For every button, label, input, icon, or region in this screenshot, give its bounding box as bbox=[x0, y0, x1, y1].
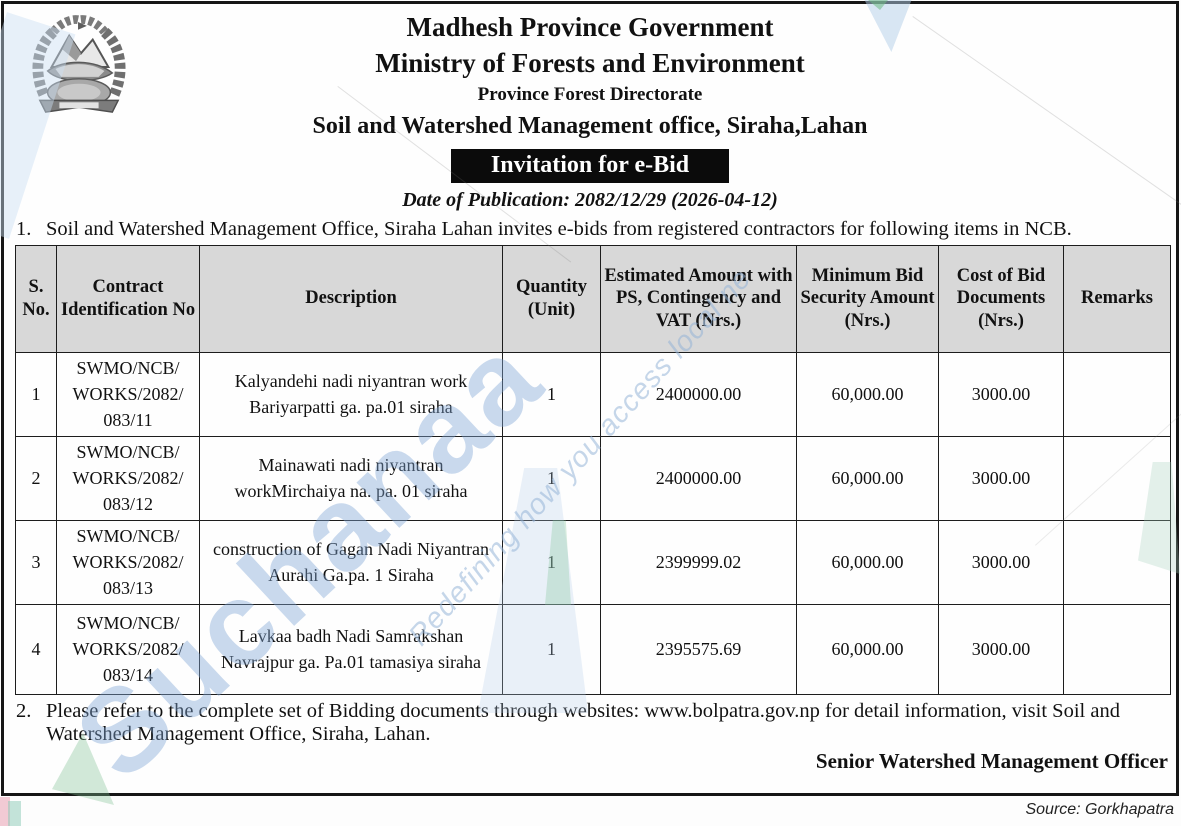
cell-remarks bbox=[1063, 435, 1171, 521]
invitation-banner: Invitation for e-Bid bbox=[450, 148, 730, 183]
source-credit: Source: Gorkhapatra bbox=[1025, 801, 1174, 818]
item-2-number: 2. bbox=[16, 699, 32, 722]
cell-sn: 4 bbox=[15, 603, 57, 695]
cell-estimated-amount: 2400000.00 bbox=[600, 351, 797, 437]
table-row: 4 SWMO/​NCB/​WORKS/​2082/​083/​14 Lavkaa… bbox=[15, 603, 1171, 695]
table-row: 3 SWMO/​NCB/​WORKS/​2082/​083/​13 constr… bbox=[15, 519, 1171, 605]
col-header-sn: S. No. bbox=[15, 244, 57, 353]
org-title-line1: Madhesh Province Government bbox=[406, 12, 774, 42]
cell-estimated-amount: 2399999.02 bbox=[600, 519, 797, 605]
nepal-government-emblem-icon bbox=[32, 14, 126, 113]
item-1-number: 1. bbox=[16, 217, 32, 240]
cell-quantity: 1 bbox=[502, 519, 601, 605]
table-row: 1 SWMO/​NCB/​WORKS/​2082/​083/​11 Kalyan… bbox=[15, 351, 1171, 437]
cell-contract-id: SWMO/​NCB/​WORKS/​2082/​083/​14 bbox=[56, 603, 200, 695]
cell-bid-security: 60,000.00 bbox=[796, 351, 939, 437]
col-header-quantity: Quantity (Unit) bbox=[502, 244, 601, 353]
item-1-text: Soil and Watershed Management Office, Si… bbox=[46, 217, 1072, 240]
notice-item-1: 1. Soil and Watershed Management Office,… bbox=[16, 217, 1164, 241]
cell-bid-doc-cost: 3000.00 bbox=[938, 519, 1064, 605]
notice-header: Madhesh Province Government Ministry of … bbox=[4, 4, 1176, 212]
cell-bid-security: 60,000.00 bbox=[796, 519, 939, 605]
notice-document-frame: Madhesh Province Government Ministry of … bbox=[1, 1, 1179, 796]
col-header-contract-id: Contract Identification No bbox=[56, 244, 200, 353]
signoff-title: Senior Watershed Management Officer bbox=[815, 748, 1168, 773]
cell-description: construction of Gagan Nadi Niyantran Aur… bbox=[199, 519, 503, 605]
col-header-bid-security: Minimum Bid Security Amount (Nrs.) bbox=[796, 244, 939, 353]
cell-bid-security: 60,000.00 bbox=[796, 435, 939, 521]
cell-estimated-amount: 2395575.69 bbox=[600, 603, 797, 695]
cell-remarks bbox=[1063, 603, 1171, 695]
office-title: Soil and Watershed Management office, Si… bbox=[312, 113, 868, 140]
table-header-row: S. No. Contract Identification No Descri… bbox=[15, 244, 1171, 353]
cell-quantity: 1 bbox=[502, 603, 601, 695]
col-header-description: Description bbox=[199, 244, 503, 353]
cell-quantity: 1 bbox=[502, 351, 601, 437]
notice-item-2: 2. Please refer to the complete set of B… bbox=[16, 700, 1166, 747]
decor-sliver-pink bbox=[0, 797, 10, 826]
col-header-remarks: Remarks bbox=[1063, 244, 1171, 353]
org-title-line3: Province Forest Directorate bbox=[477, 83, 703, 105]
cell-quantity: 1 bbox=[502, 435, 601, 521]
cell-contract-id: SWMO/​NCB/​WORKS/​2082/​083/​11 bbox=[56, 351, 200, 437]
decor-sliver-teal bbox=[8, 801, 21, 826]
col-header-estimated-amount: Estimated Amount with PS, Contingency an… bbox=[600, 244, 797, 353]
cell-description: Mainawati nadi niyantran workMirchaiya n… bbox=[199, 435, 503, 521]
org-title-line2: Ministry of Forests and Environment bbox=[375, 48, 805, 79]
table-row: 2 SWMO/​NCB/​WORKS/​2082/​083/​12 Mainaw… bbox=[15, 435, 1171, 521]
cell-bid-doc-cost: 3000.00 bbox=[938, 351, 1064, 437]
item-2-text: Please refer to the complete set of Bidd… bbox=[46, 699, 1120, 746]
cell-remarks bbox=[1063, 351, 1171, 437]
publication-date: Date of Publication: 2082/12/29 (2026-04… bbox=[402, 188, 778, 211]
cell-bid-security: 60,000.00 bbox=[796, 603, 939, 695]
cell-sn: 1 bbox=[15, 351, 57, 437]
cell-contract-id: SWMO/​NCB/​WORKS/​2082/​083/​13 bbox=[56, 519, 200, 605]
cell-bid-doc-cost: 3000.00 bbox=[938, 603, 1064, 695]
cell-description: Lavkaa badh Nadi Samrakshan Navrajpur ga… bbox=[199, 603, 503, 695]
cell-estimated-amount: 2400000.00 bbox=[600, 435, 797, 521]
cell-description: Kalyandehi nadi niyantran work Bariyarpa… bbox=[199, 351, 503, 437]
cell-remarks bbox=[1063, 519, 1171, 605]
cell-sn: 2 bbox=[15, 435, 57, 521]
cell-contract-id: SWMO/​NCB/​WORKS/​2082/​083/​12 bbox=[56, 435, 200, 521]
col-header-bid-doc-cost: Cost of Bid Documents (Nrs.) bbox=[938, 244, 1064, 353]
bid-items-table: S. No. Contract Identification No Descri… bbox=[15, 244, 1171, 695]
cell-bid-doc-cost: 3000.00 bbox=[938, 435, 1064, 521]
cell-sn: 3 bbox=[15, 519, 57, 605]
